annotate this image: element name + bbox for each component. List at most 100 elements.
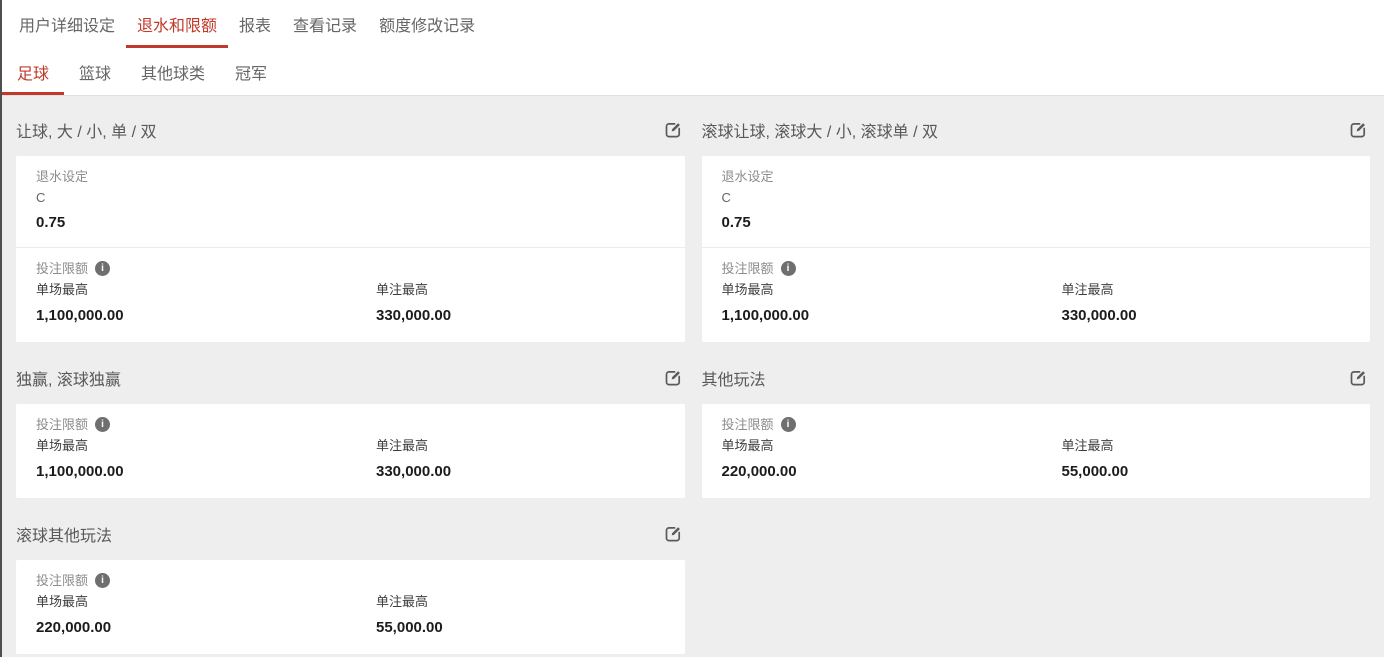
per-match-max-label: 单场最高	[36, 282, 89, 297]
tab-other-sports[interactable]: 其他球类	[141, 65, 206, 83]
rebate-setting-label: 退水设定	[36, 169, 89, 184]
tab-reports[interactable]: 报表	[239, 18, 272, 35]
per-bet-max-label: 单注最高	[376, 438, 429, 453]
per-bet-max-value: 55,000.00	[376, 619, 443, 636]
per-bet-max-label: 单注最高	[1061, 282, 1114, 297]
tab-football[interactable]: 足球	[2, 48, 65, 95]
per-bet-max-column: 单注最高 330,000.00	[376, 437, 665, 482]
card-title: 让球, 大 / 小, 单 / 双	[16, 124, 157, 141]
edit-square-icon	[1350, 123, 1366, 138]
per-match-max-value: 220,000.00	[36, 619, 112, 636]
per-bet-max-value: 55,000.00	[1061, 463, 1129, 480]
edit-button[interactable]	[1348, 120, 1368, 140]
limit-card-handicap: 让球, 大 / 小, 单 / 双 退水设定 C 0.75	[16, 110, 685, 342]
rebate-plan-value: C	[36, 190, 46, 205]
tab-basketball[interactable]: 篮球	[79, 65, 112, 83]
edit-square-icon	[665, 527, 680, 542]
per-match-max-column: 单场最高 1,100,000.00	[722, 281, 1062, 326]
card-title: 滚球其他玩法	[16, 528, 113, 545]
bet-limit-label-row: 投注限额 i	[722, 416, 1351, 433]
per-bet-max-column: 单注最高 330,000.00	[376, 281, 665, 326]
bet-limit-section: 投注限额 i 单场最高 220,000.00 单注最高 55,000.00	[702, 404, 1371, 498]
edit-square-icon	[1350, 371, 1366, 386]
card-header: 滚球其他玩法	[16, 514, 685, 546]
bet-limit-label: 投注限额	[36, 261, 89, 276]
per-bet-max-label: 单注最高	[1061, 438, 1114, 453]
per-match-max-value: 1,100,000.00	[36, 463, 124, 480]
tab-champion[interactable]: 冠军	[235, 65, 268, 83]
card-divider	[16, 247, 685, 248]
per-match-max-value: 1,100,000.00	[721, 307, 810, 324]
per-bet-max-label: 单注最高	[376, 282, 429, 297]
rebate-section: 退水设定 C 0.75	[702, 156, 1371, 247]
rebate-value: 0.75	[721, 214, 751, 231]
card-body: 投注限额 i 单场最高 220,000.00 单注最高 55,000.00	[701, 404, 1371, 498]
rebate-value: 0.75	[36, 214, 66, 231]
per-bet-max-value: 330,000.00	[376, 463, 452, 480]
per-match-max-column: 单场最高 1,100,000.00	[36, 281, 376, 326]
per-bet-max-column: 单注最高 330,000.00	[1062, 281, 1351, 326]
rebate-plan-value: C	[721, 190, 731, 205]
per-bet-max-value: 330,000.00	[376, 307, 452, 324]
bet-limit-label: 投注限额	[721, 261, 774, 276]
per-bet-max-column: 单注最高 55,000.00	[1062, 437, 1351, 482]
bet-limit-section: 投注限额 i 单场最高 220,000.00 单注最高 55,000.00	[16, 560, 685, 654]
edit-button[interactable]	[663, 120, 683, 140]
limit-columns: 单场最高 1,100,000.00 单注最高 330,000.00	[722, 281, 1351, 326]
bet-limit-section: 投注限额 i 单场最高 1,100,000.00 单注最高 330,000.00	[702, 248, 1371, 342]
tab-rebate-and-limits[interactable]: 退水和限额	[126, 0, 229, 48]
info-icon[interactable]: i	[95, 417, 111, 432]
per-match-max-column: 单场最高 220,000.00	[36, 593, 376, 638]
per-match-max-value: 220,000.00	[721, 463, 797, 480]
edit-button[interactable]	[1348, 368, 1368, 388]
rebate-section: 退水设定 C 0.75	[16, 156, 685, 247]
sport-tab-bar: 足球 篮球 其他球类 冠军	[2, 48, 1384, 96]
edit-square-icon	[665, 123, 680, 138]
limit-columns: 单场最高 220,000.00 单注最高 55,000.00	[36, 593, 665, 638]
limit-columns: 单场最高 220,000.00 单注最高 55,000.00	[722, 437, 1351, 482]
bet-limit-label: 投注限额	[721, 417, 774, 432]
tab-user-detail-settings[interactable]: 用户详细设定	[19, 18, 116, 35]
limit-columns: 单场最高 1,100,000.00 单注最高 330,000.00	[36, 437, 665, 482]
info-icon[interactable]: i	[780, 417, 796, 432]
limit-card-other-plays: 其他玩法 投注限额 i	[701, 358, 1371, 498]
card-header: 其他玩法	[702, 358, 1371, 390]
per-match-max-label: 单场最高	[36, 438, 89, 453]
rebate-setting-label: 退水设定	[721, 169, 774, 184]
card-body: 投注限额 i 单场最高 220,000.00 单注最高 55,000.00	[16, 560, 685, 654]
limit-columns: 单场最高 1,100,000.00 单注最高 330,000.00	[36, 281, 665, 326]
bet-limit-label-row: 投注限额 i	[722, 260, 1351, 277]
edit-button[interactable]	[663, 368, 683, 388]
bet-limit-label-row: 投注限额 i	[36, 572, 665, 589]
bet-limit-label-row: 投注限额 i	[36, 416, 665, 433]
per-match-max-label: 单场最高	[721, 438, 774, 453]
tab-view-records[interactable]: 查看记录	[293, 18, 358, 35]
per-match-max-value: 1,100,000.00	[36, 307, 124, 324]
card-body: 投注限额 i 单场最高 1,100,000.00 单注最高 330,000.00	[16, 404, 685, 498]
per-bet-max-label: 单注最高	[376, 594, 429, 609]
bet-limit-label-row: 投注限额 i	[36, 260, 665, 277]
per-match-max-label: 单场最高	[36, 594, 89, 609]
per-bet-max-column: 单注最高 55,000.00	[376, 593, 665, 638]
edit-square-icon	[665, 371, 680, 386]
bet-limit-label: 投注限额	[36, 417, 89, 432]
info-icon[interactable]: i	[780, 261, 796, 276]
bet-limit-section: 投注限额 i 单场最高 1,100,000.00 单注最高 330,000.00	[16, 248, 685, 342]
card-title: 其他玩法	[701, 372, 766, 389]
edit-button[interactable]	[663, 524, 683, 544]
info-icon[interactable]: i	[95, 261, 111, 276]
per-bet-max-value: 330,000.00	[1061, 307, 1137, 324]
bet-limit-label: 投注限额	[36, 573, 89, 588]
per-match-max-label: 单场最高	[721, 282, 774, 297]
per-match-max-column: 单场最高 1,100,000.00	[36, 437, 376, 482]
tab-credit-change-records[interactable]: 额度修改记录	[379, 18, 476, 35]
card-divider	[701, 247, 1370, 248]
per-match-max-column: 单场最高 220,000.00	[722, 437, 1062, 482]
card-title: 独赢, 滚球独赢	[16, 372, 121, 389]
card-body: 退水设定 C 0.75 投注限额 i 单场最高 1,100	[701, 156, 1371, 342]
bet-limit-section: 投注限额 i 单场最高 1,100,000.00 单注最高 330,000.00	[16, 404, 685, 498]
info-icon[interactable]: i	[95, 573, 111, 588]
card-body: 退水设定 C 0.75 投注限额 i 单场最高 1,100	[16, 156, 685, 342]
card-header: 滚球让球, 滚球大 / 小, 滚球单 / 双	[702, 110, 1371, 142]
